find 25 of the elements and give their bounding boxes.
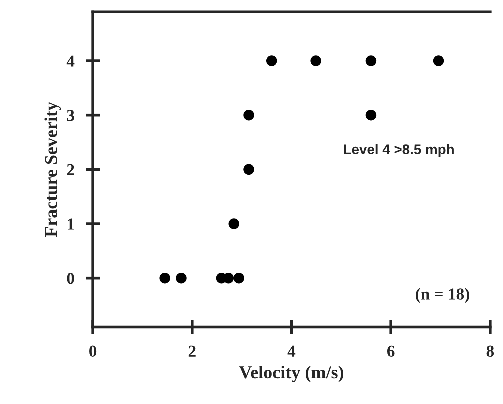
y-axis-title: Fracture Severity [44,102,62,238]
point [366,110,377,121]
y-tick-label: 2 [67,164,74,176]
y-tick-label: 3 [67,110,74,122]
x-tick-label: 2 [188,346,196,357]
y-tick-label: 0 [67,273,74,284]
x-tick-label: 8 [486,346,494,358]
point [366,56,377,66]
point [310,56,322,66]
x-tick-label: 0 [90,346,97,358]
y-tick-label: 1 [68,218,74,230]
x-tick-label: 6 [387,346,395,358]
x-tick-label: 4 [288,346,296,357]
annotation: Level 4 >8.5 mph [344,144,454,158]
point [244,164,254,176]
point [433,56,444,66]
point [266,56,278,66]
y-tick-label: 4 [66,56,75,67]
point [234,272,244,284]
x-axis-title: Velocity (m/s) [239,366,344,382]
point [228,218,240,230]
point [160,272,170,284]
annotation: (n = 18) [416,288,470,304]
point [176,272,187,284]
point [244,110,254,121]
